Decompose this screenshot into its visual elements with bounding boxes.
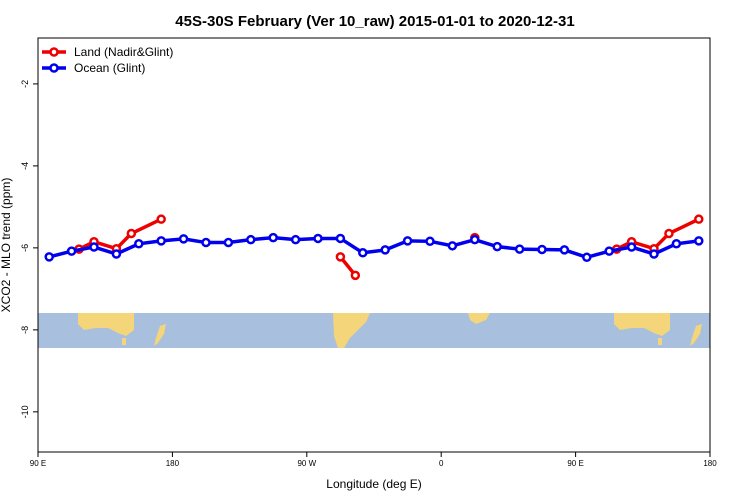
y-tick-label: -6 — [20, 244, 30, 252]
legend-marker — [49, 63, 59, 73]
y-tick-label: -2 — [20, 80, 30, 88]
data-point — [582, 252, 592, 263]
data-point — [246, 234, 256, 245]
x-tick-label: 90 W — [297, 459, 316, 468]
data-point — [134, 239, 144, 249]
data-point — [223, 237, 234, 248]
data-point — [126, 228, 137, 239]
legend-label: Land (Nadir&Glint) — [74, 45, 173, 59]
y-axis-label: XCO2 - MLO trend (ppm) — [0, 178, 13, 313]
data-point — [514, 244, 525, 254]
data-point — [492, 241, 502, 252]
data-point — [44, 252, 54, 262]
data-point — [290, 234, 301, 245]
chart-title: 45S-30S February (Ver 10_raw) 2015-01-01… — [175, 13, 574, 30]
data-point — [604, 246, 614, 256]
data-point — [178, 234, 189, 244]
data-point — [313, 233, 323, 244]
x-tick-label: 90 E — [30, 459, 46, 468]
data-point — [66, 246, 77, 256]
data-point — [671, 239, 682, 249]
map-strip — [38, 313, 710, 348]
plot-frame — [37, 37, 711, 453]
data-point — [425, 236, 435, 247]
data-point — [350, 270, 361, 281]
series-line — [48, 235, 700, 260]
x-axis-label: Longitude (deg E) — [326, 477, 421, 491]
y-tick-label: -4 — [20, 162, 30, 170]
x-tick-label: 0 — [439, 459, 444, 468]
data-point — [559, 245, 570, 255]
data-point — [380, 245, 390, 255]
data-point — [649, 249, 659, 259]
legend-label: Ocean (Glint) — [74, 61, 145, 75]
x-tick-label: 90 E — [567, 459, 583, 468]
data-point — [89, 242, 99, 252]
data-point — [537, 244, 547, 255]
data-point — [694, 214, 704, 224]
data-point — [626, 242, 637, 252]
y-tick-label: -10 — [20, 405, 30, 418]
y-tick-label: -8 — [20, 326, 30, 334]
data-point — [268, 232, 278, 243]
data-point — [201, 237, 211, 248]
data-point — [470, 234, 480, 245]
x-tick-label: 180 — [166, 459, 180, 468]
data-point — [335, 233, 346, 244]
data-point — [694, 236, 704, 246]
data-point — [358, 248, 368, 258]
legend-marker — [49, 47, 59, 57]
data-point — [335, 252, 346, 262]
data-point — [664, 228, 674, 239]
data-point — [156, 214, 166, 224]
data-point — [111, 249, 122, 259]
data-point — [156, 236, 166, 246]
data-point — [447, 241, 458, 251]
x-tick-label: 180 — [703, 459, 717, 468]
data-point — [402, 236, 413, 246]
